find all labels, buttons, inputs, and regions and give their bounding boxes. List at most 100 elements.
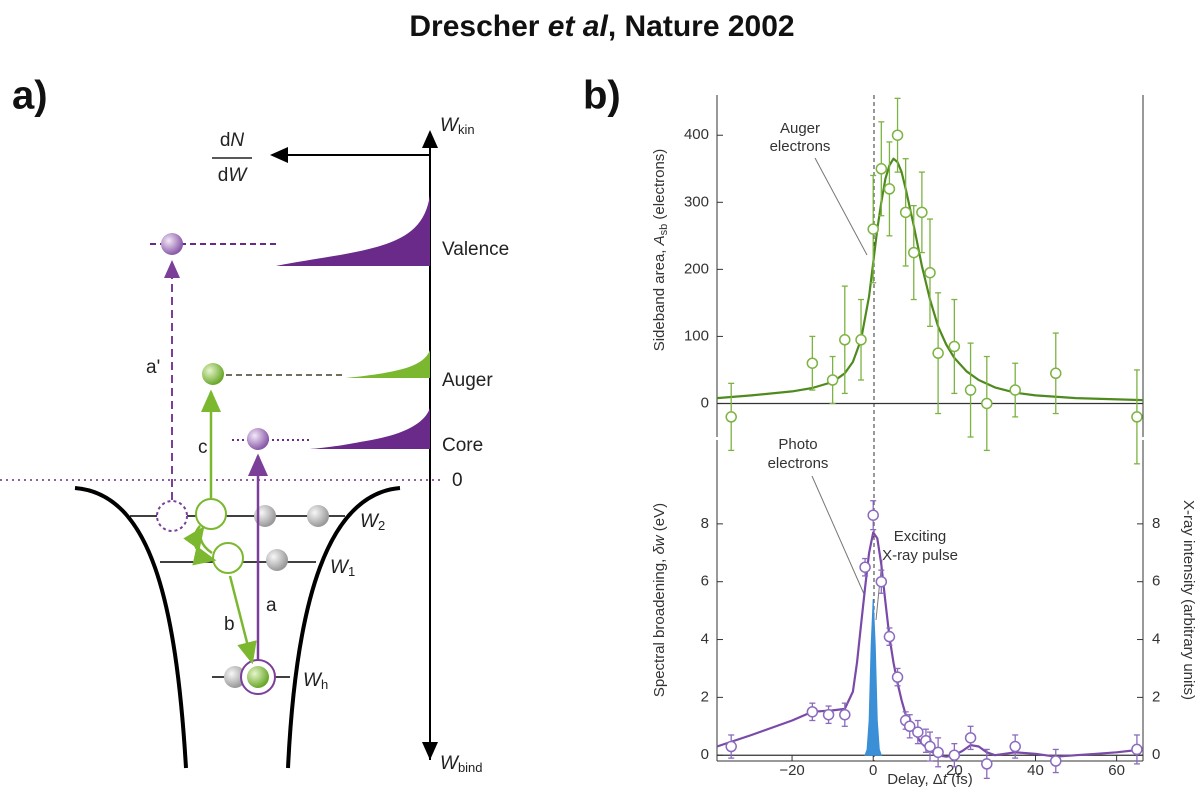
- text: (electrons): [651, 149, 668, 224]
- text: W: [440, 115, 460, 136]
- annotation: electrons: [768, 455, 829, 472]
- y-tick-label: 300: [684, 193, 709, 210]
- data-point: [912, 726, 924, 738]
- fraction-numerator: dN: [220, 130, 245, 151]
- title: Drescher et al, Nature 2002: [409, 10, 794, 43]
- level-label: W1: [330, 557, 355, 579]
- text: Delay, Δ: [887, 771, 943, 787]
- data-point: [725, 740, 737, 753]
- level-label: Wh: [303, 670, 328, 692]
- potential-well: [74, 486, 188, 769]
- data-point: [875, 163, 888, 175]
- text: kin: [458, 122, 475, 137]
- hole: [156, 500, 188, 532]
- data-point: [891, 129, 904, 141]
- arrow-label: c: [198, 437, 208, 458]
- y-tick-label: 2: [701, 688, 709, 705]
- data-point: [1050, 755, 1062, 767]
- y2-tick-label: 8: [1152, 515, 1160, 532]
- data-point: [859, 561, 871, 573]
- data-point: [981, 758, 993, 770]
- text: δw: [651, 534, 668, 554]
- text: d: [220, 130, 231, 151]
- x-tick-label: 40: [1027, 762, 1044, 779]
- text: W: [330, 557, 350, 578]
- transition-arrow: [183, 525, 213, 555]
- w-kin-label: Wkin: [440, 115, 475, 137]
- data-point: [826, 374, 839, 386]
- y2-axis-label: X-ray intensity (arbitrary units): [1180, 500, 1197, 700]
- text: (eV): [651, 503, 668, 536]
- y-tick-label: 100: [684, 327, 709, 344]
- fit-curve: [716, 531, 1144, 758]
- peak-label: Valence: [442, 239, 509, 260]
- arrow-label: b: [224, 614, 235, 635]
- annotation-pointer: [811, 475, 865, 595]
- data-point: [964, 732, 977, 744]
- hole: [212, 542, 244, 574]
- text: N: [230, 130, 244, 151]
- data-point: [839, 708, 851, 721]
- data-point: [948, 340, 961, 353]
- panel-label: b): [583, 74, 621, 118]
- y-axis-label: Sideband area, Asb (electrons): [651, 149, 670, 352]
- text: W: [440, 753, 460, 774]
- annotation-pointer: [814, 157, 868, 256]
- text: Spectral broadening,: [651, 555, 668, 698]
- annotation: Auger: [780, 120, 820, 137]
- x-tick-label: −20: [779, 762, 804, 779]
- y-tick-label: 0: [701, 394, 709, 411]
- data-point: [725, 411, 737, 423]
- auger-peak: [346, 350, 430, 378]
- text: 1: [348, 564, 355, 579]
- text: W: [360, 511, 380, 532]
- text: W: [303, 670, 323, 691]
- fraction-denominator: dW: [218, 165, 249, 186]
- title-part: Drescher: [409, 10, 547, 43]
- text: (fs): [947, 771, 973, 787]
- text: bind: [458, 760, 483, 775]
- text: A: [651, 235, 668, 246]
- data-point: [908, 246, 920, 259]
- data-point: [932, 347, 944, 359]
- data-point: [855, 334, 867, 346]
- electron: [202, 363, 224, 385]
- y-tick-label: 6: [701, 573, 709, 590]
- title-part: et al: [548, 10, 609, 43]
- hole: [195, 498, 227, 530]
- text: Sideband area,: [651, 245, 668, 351]
- text: t: [943, 771, 948, 787]
- data-point: [903, 720, 916, 733]
- arrow-label: a': [146, 357, 160, 378]
- electron: [307, 505, 329, 527]
- electron: [247, 666, 269, 688]
- y2-tick-label: 0: [1152, 746, 1160, 763]
- y-tick-label: 200: [684, 260, 709, 277]
- y2-tick-label: 2: [1152, 688, 1160, 705]
- energy-diagram: dN dW Wkin Wbind Valence Auger Core 0 W2…: [0, 115, 509, 775]
- data-point: [964, 384, 977, 396]
- data-point: [948, 749, 961, 761]
- data-point: [899, 206, 912, 219]
- core-peak: [310, 408, 430, 449]
- panel-label: a): [12, 74, 48, 118]
- data-point: [806, 357, 819, 369]
- data-point: [1131, 743, 1143, 756]
- annotation: Photo: [778, 436, 817, 453]
- electron: [224, 666, 246, 688]
- data-point: [883, 183, 896, 195]
- data-point: [1050, 367, 1062, 380]
- text: h: [321, 677, 328, 692]
- data-point: [924, 740, 936, 753]
- x-tick-label: 0: [869, 762, 877, 779]
- text: d: [218, 165, 229, 186]
- potential-well: [286, 486, 401, 769]
- data-point: [981, 397, 993, 410]
- level-label: W2: [360, 511, 385, 533]
- x-ray-pulse: [864, 599, 883, 756]
- w-bind-label: Wbind: [440, 753, 483, 775]
- y2-tick-label: 6: [1152, 573, 1160, 590]
- data-point: [924, 266, 936, 279]
